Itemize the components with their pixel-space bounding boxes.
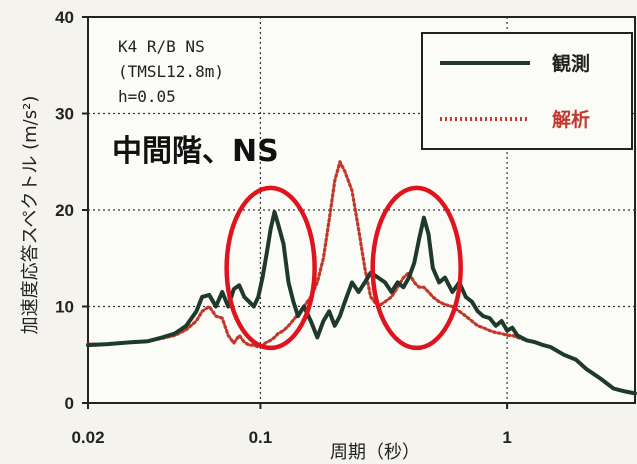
y-tick-label: 30 — [55, 105, 74, 124]
y-tick-label: 10 — [55, 298, 74, 317]
highlight-ellipse — [224, 185, 317, 351]
overlay-title: 中間階、NS — [112, 134, 279, 169]
y-tick-label: 40 — [55, 8, 74, 27]
legend-label-analysis: 解析 — [552, 108, 590, 131]
legend-label-observed: 観測 — [552, 52, 590, 75]
x-tick-label: 0.1 — [249, 428, 273, 447]
x-tick-label: 0.02 — [71, 428, 104, 447]
highlight-layer — [224, 185, 463, 351]
annotation-line3: h=0.05 — [118, 87, 176, 106]
y-tick-label: 20 — [55, 201, 74, 220]
highlight-ellipse — [370, 185, 463, 351]
annotation-line2: (TMSL12.8m) — [118, 62, 224, 81]
y-tick-label: 0 — [65, 394, 74, 413]
legend-box — [421, 32, 633, 150]
series-line-analysis — [86, 160, 637, 395]
x-tick-label: 1 — [502, 428, 511, 447]
tick-labels: 0 10 20 30 40 0.02 0.1 1 — [55, 8, 512, 447]
x-axis-title: 周期（秒） — [330, 442, 420, 463]
y-axis-title: 加速度応答スペクトル (m/s²) — [20, 96, 41, 335]
annotation-line1: K4 R/B NS — [118, 37, 205, 56]
